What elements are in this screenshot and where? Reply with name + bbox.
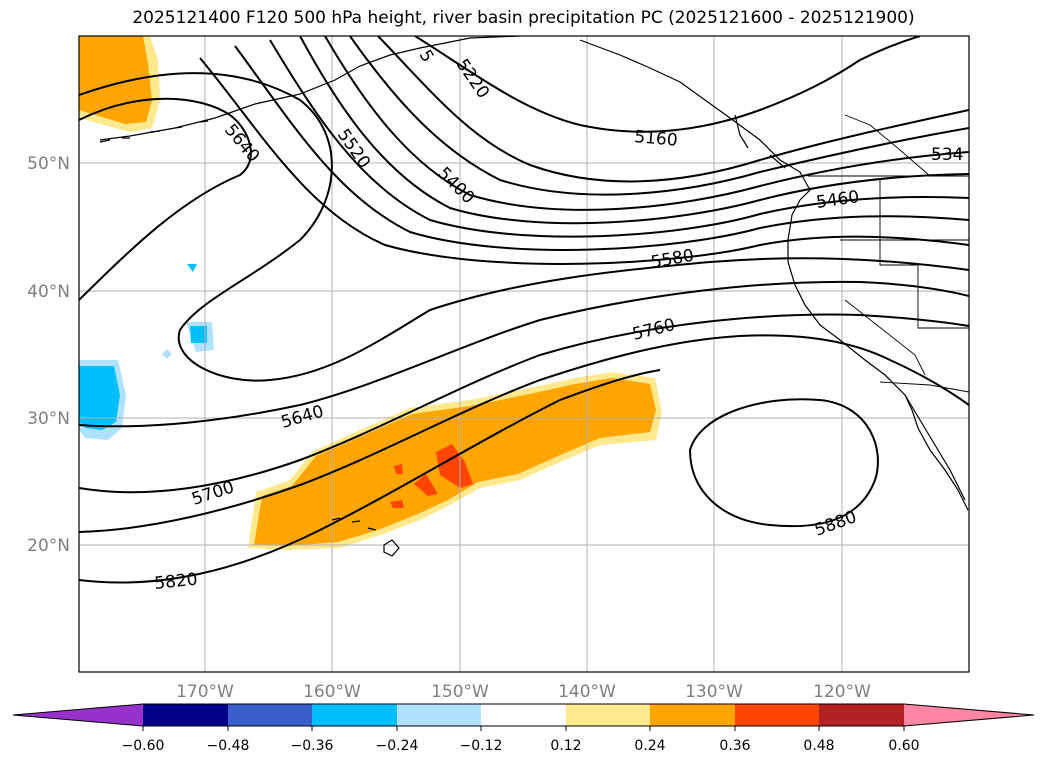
lat-label: 40°N: [27, 282, 70, 302]
contour-5760: [79, 334, 969, 533]
map-frame: [78, 35, 970, 673]
islands-aleutian: [99, 120, 209, 143]
coastline-alaska-peninsula: [99, 43, 441, 141]
contour-5880: [688, 398, 879, 528]
longitude-labels: 170°W 160°W 150°W 140°W 130°W 120°W: [176, 682, 871, 702]
border-state-2: [844, 299, 926, 376]
precip-max-small-2: [394, 464, 403, 474]
coastline-alaska-gulf: [439, 36, 811, 201]
colorbar-tick-label: 0.12: [550, 738, 581, 754]
precip-region-northwest-core: [79, 36, 152, 124]
plot-title: 2025121400 F120 500 hPa height, river ba…: [132, 8, 915, 28]
height-contours: [79, 36, 969, 584]
lon-label: 140°W: [558, 682, 616, 702]
contour-5700: [79, 313, 969, 494]
colorbar-tick-label: −0.48: [207, 738, 250, 754]
negative-region-west-core: [79, 366, 120, 430]
colorbar: −0.60 −0.48 −0.36 −0.24 −0.12 0.12 0.24 …: [12, 703, 1035, 754]
colorbar-swatch: [143, 704, 228, 726]
coastline-baja: [904, 394, 969, 511]
contour-label: 5820: [153, 570, 198, 594]
colorbar-tick-label: −0.12: [460, 738, 503, 754]
contour-5820: [79, 369, 661, 584]
precip-max-small-1: [414, 474, 438, 496]
lat-label: 50°N: [27, 154, 70, 174]
latitude-labels: 50°N 40°N 30°N 20°N: [27, 154, 70, 556]
colorbar-tick-label: 0.36: [719, 738, 750, 754]
lon-label: 150°W: [431, 682, 489, 702]
contour-5640-north: [79, 72, 969, 382]
colorbar-swatch: [650, 704, 735, 726]
colorbar-tick-label: 0.60: [888, 738, 919, 754]
contour-5400: [299, 36, 969, 225]
colorbar-tick-label: 0.24: [634, 738, 665, 754]
colorbar-swatch: [566, 704, 650, 726]
colorbar-tick-label: −0.24: [376, 738, 419, 754]
negative-region-dot-1: [187, 264, 197, 272]
contour-5460: [269, 39, 969, 238]
contour-5220: [377, 36, 969, 183]
contour-5520: [234, 45, 969, 251]
contour-5340: [324, 36, 969, 211]
precipitation-fill-layer: [79, 36, 662, 550]
negative-region-dot-2: [162, 349, 172, 359]
islands-hawaii: [331, 517, 400, 557]
map-background: [79, 36, 969, 672]
contour-label: 534: [931, 145, 963, 165]
colorbar-swatch: [904, 704, 1034, 726]
lat-label: 30°N: [27, 409, 70, 429]
contour-5700-upper: [79, 97, 252, 301]
colorbar-swatch: [819, 704, 904, 726]
colorbar-swatch: [13, 704, 143, 726]
colorbar-tick-label: 0.48: [803, 738, 834, 754]
colorbar-swatch: [312, 704, 397, 726]
contour-5160: [414, 36, 921, 133]
lon-label: 160°W: [303, 682, 361, 702]
precip-max-core: [436, 444, 473, 488]
border-us-mexico: [879, 381, 969, 393]
lon-label: 130°W: [685, 682, 743, 702]
lat-label: 20°N: [27, 536, 70, 556]
contour-5580: [199, 57, 969, 265]
negative-region-small-core: [190, 326, 207, 343]
colorbar-swatch: [481, 704, 566, 726]
colorbar-tick-label: −0.36: [291, 738, 334, 754]
colorbar-ticks: [142, 726, 905, 731]
colorbar-tick-label: −0.60: [122, 738, 165, 754]
border-canada-interior: [844, 114, 931, 177]
colorbar-swatch: [735, 704, 819, 726]
coastline-north-america-west: [787, 199, 966, 501]
colorbar-swatch: [397, 704, 481, 726]
lon-label: 170°W: [176, 682, 234, 702]
precip-max-small-3: [390, 500, 404, 508]
colorbar-swatch: [228, 704, 312, 726]
contour-label: 5160: [634, 127, 679, 151]
contour-5640-south: [79, 280, 969, 428]
lon-label: 120°W: [813, 682, 871, 702]
contour-5280: [349, 36, 969, 196]
